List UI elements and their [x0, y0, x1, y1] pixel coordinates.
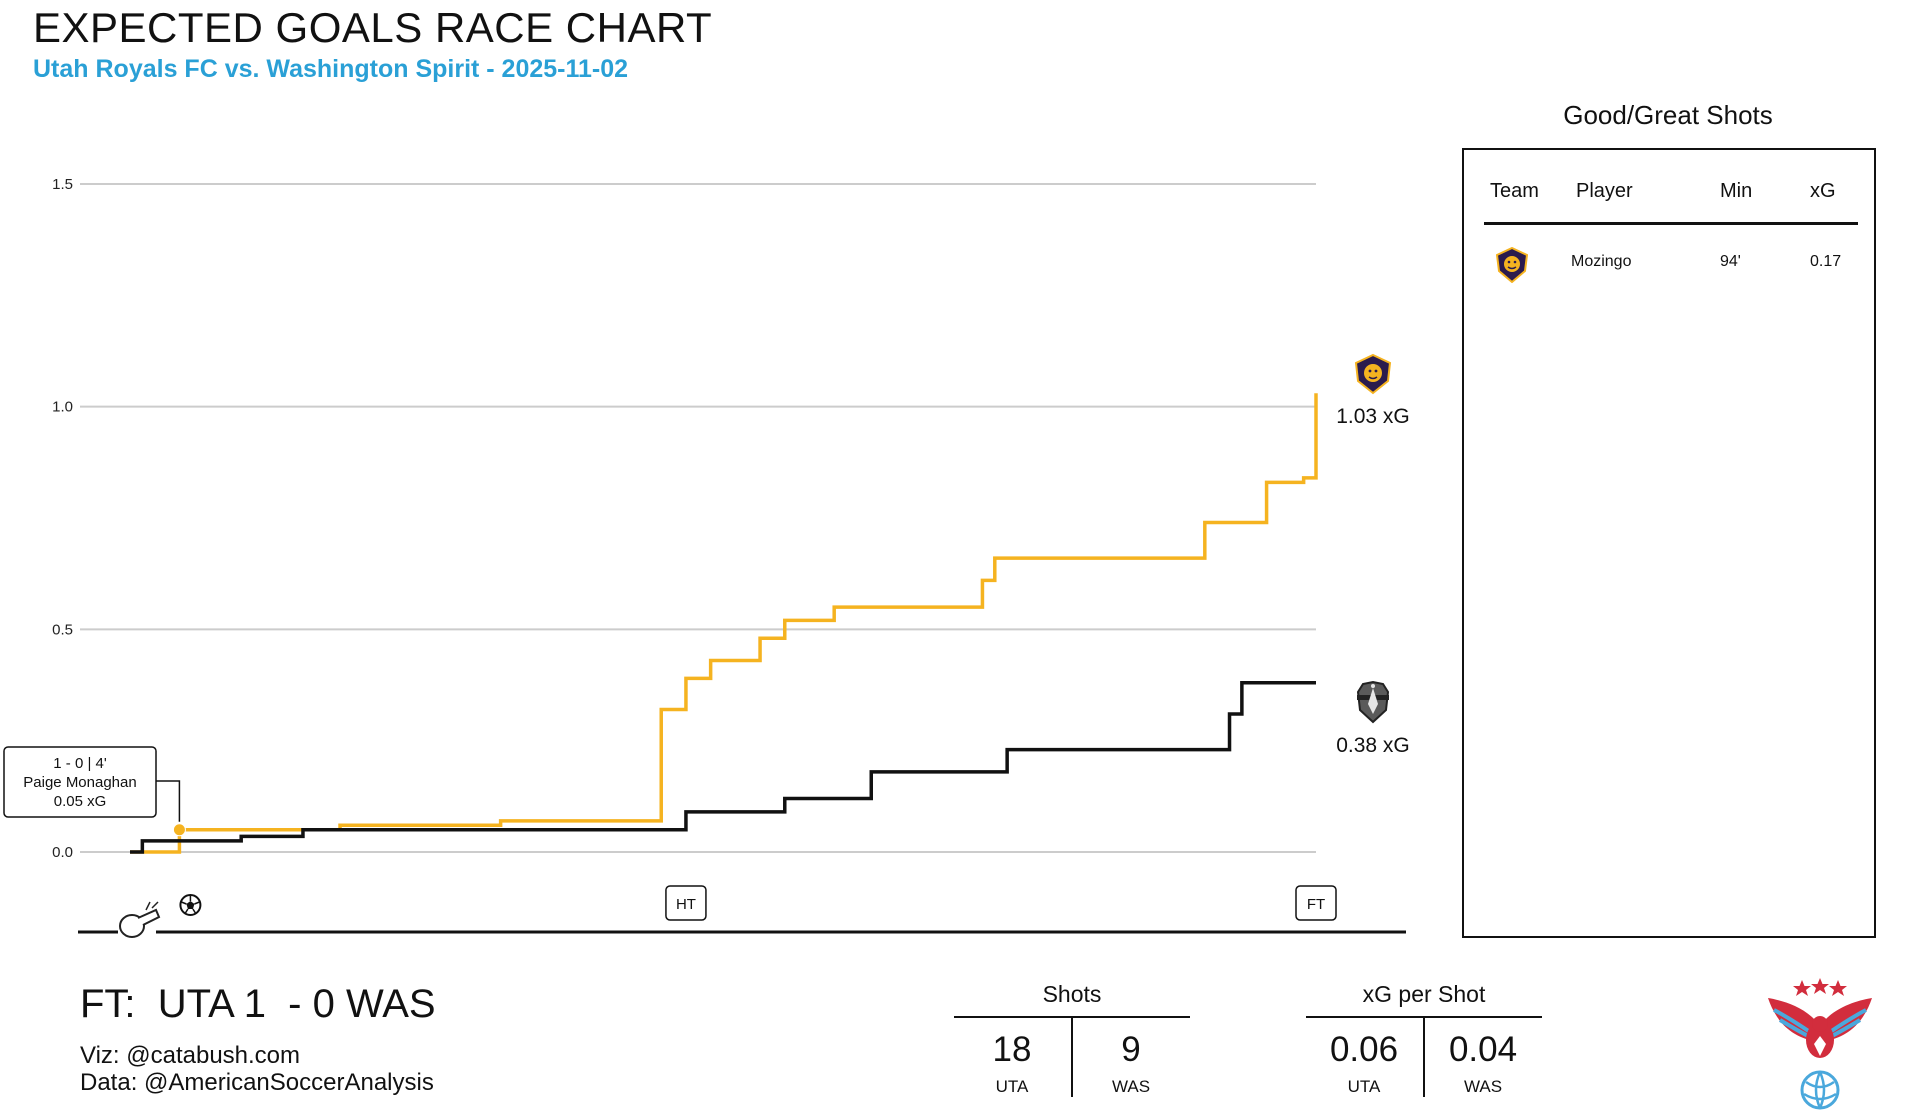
annotation-xg: 0.05 xG: [54, 793, 107, 810]
shots-was-label: WAS: [1111, 1077, 1151, 1096]
series-line-uta: [130, 393, 1318, 854]
data-credit: Data: @AmericanSoccerAnalysis: [80, 1069, 434, 1096]
header-player: Player: [1576, 180, 1633, 202]
y-tick-label: 1.0: [52, 399, 73, 416]
shots-divider: [1071, 1017, 1073, 1097]
marker-label-ht: HT: [676, 896, 696, 913]
shots-panel: Team Player Min xG Mozingo 94' 0.17: [1462, 148, 1876, 938]
header-team: Team: [1490, 180, 1539, 202]
xgps-uta: 0.06: [1329, 1030, 1399, 1069]
header-xg: xG: [1810, 180, 1836, 202]
row-player: Mozingo: [1571, 253, 1632, 270]
header-rule: [1484, 222, 1858, 225]
header-min: Min: [1720, 180, 1753, 202]
shots-title: Shots: [1042, 981, 1102, 1007]
viz-credit: Viz: @catabush.com: [80, 1042, 301, 1069]
y-tick-label: 0.5: [52, 621, 73, 638]
end-label-was: 0.38 xG: [1336, 734, 1410, 757]
y-tick-label: 1.5: [52, 176, 73, 193]
shots-was: 9: [1121, 1030, 1141, 1069]
annotation-box: [3, 746, 157, 818]
marker-box-ht: [665, 885, 707, 921]
row-min: 94': [1720, 253, 1741, 270]
annotation-score-line: 1 - 0 | 4': [53, 755, 107, 772]
whistle-icon: [119, 901, 161, 938]
spirit-crest-icon: [1356, 680, 1390, 724]
xgps-divider: [1423, 1017, 1425, 1097]
series-line-was: [130, 681, 1316, 854]
xgps-was: 0.04: [1448, 1030, 1518, 1069]
y-tick-label: 0.0: [52, 844, 73, 861]
shots-panel-title: Good/Great Shots: [1563, 100, 1773, 130]
end-label-uta: 1.03 xG: [1336, 405, 1410, 428]
goal-point-marker: [172, 823, 186, 837]
shots-uta: 18: [992, 1030, 1032, 1069]
marker-label-ft: FT: [1307, 896, 1325, 913]
lion-crest-icon: [1354, 353, 1392, 395]
xgps-was-label: WAS: [1463, 1077, 1503, 1096]
lion-crest-icon: [1496, 247, 1528, 283]
xgps-title: xG per Shot: [1362, 981, 1486, 1007]
annotation-leader: [156, 780, 181, 822]
xg-race-chart: 0.0 0.5 1.0 1.5 HT FT 1.03 xG 0.38 xG 1 - 0 | 4'…: [3, 176, 1410, 938]
row-xg: 0.17: [1810, 253, 1842, 270]
annotation-player: Paige Monaghan: [23, 774, 136, 791]
chart-title: EXPECTED GOALS RACE CHART: [33, 4, 713, 51]
soccer-ball-icon: [179, 894, 202, 916]
shots-uta-label: UTA: [995, 1077, 1029, 1096]
eagle-logo-icon: [1768, 978, 1872, 1110]
xgps-uta-label: UTA: [1347, 1077, 1381, 1096]
marker-box-ft: [1295, 885, 1337, 921]
final-score: FT: UTA 1 - 0 WAS: [80, 982, 436, 1026]
chart-subtitle: Utah Royals FC vs. Washington Spirit - 2…: [33, 55, 629, 83]
